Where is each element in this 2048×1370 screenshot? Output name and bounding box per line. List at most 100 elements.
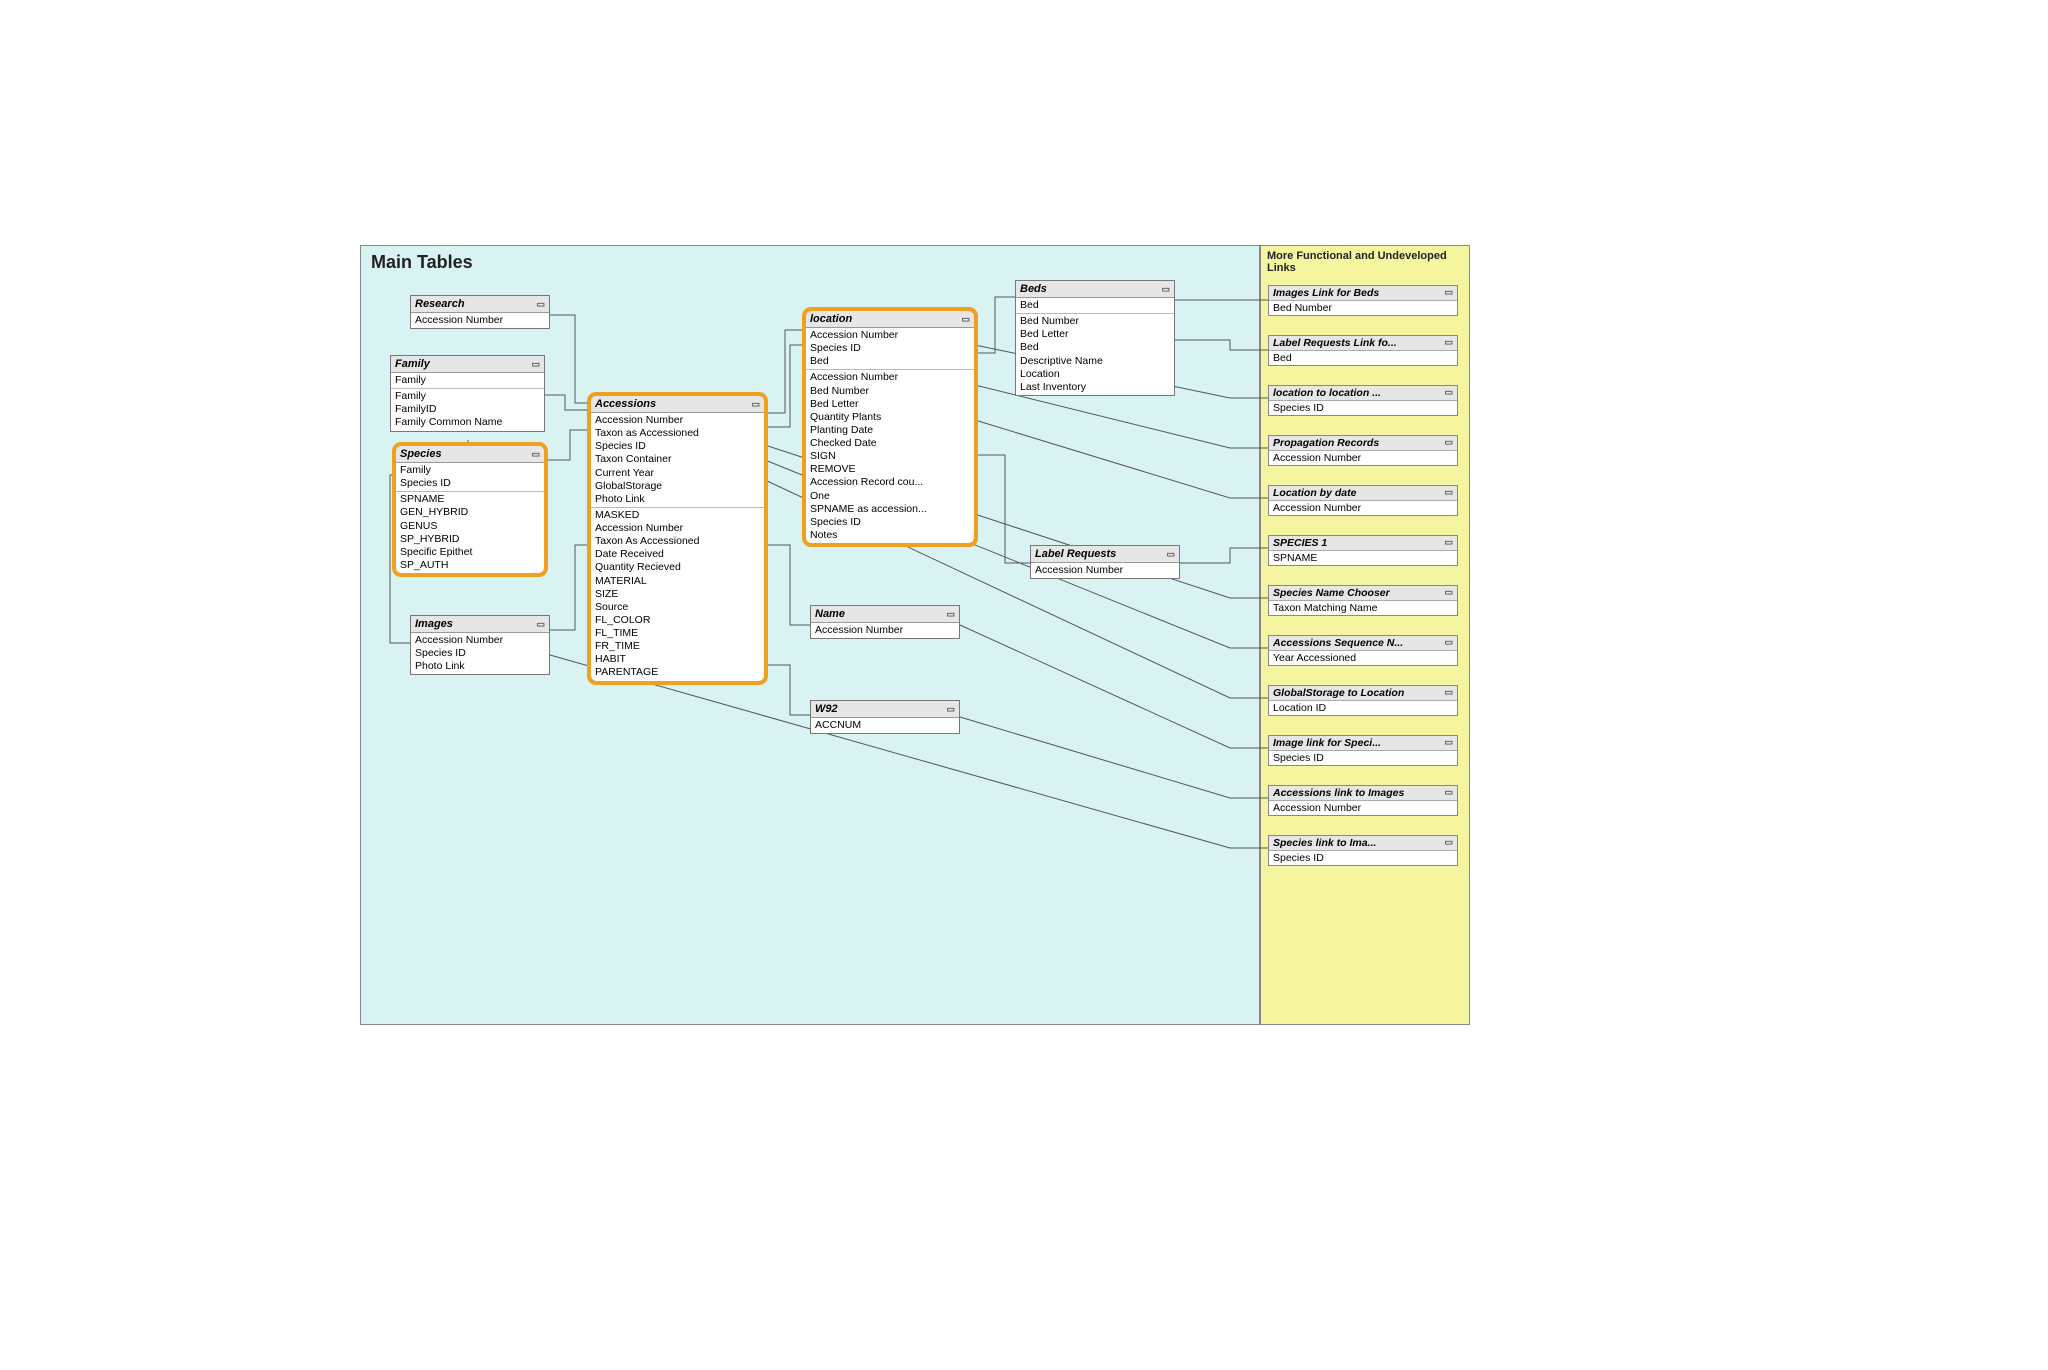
aux-link-field[interactable]: Bed — [1269, 351, 1457, 365]
aux-link-header[interactable]: location to location ...▭ — [1269, 386, 1457, 401]
collapse-icon[interactable]: ▭ — [1444, 437, 1453, 449]
table-field[interactable]: Taxon Container — [591, 453, 764, 466]
table-field[interactable]: Accession Number — [591, 522, 764, 535]
table-field[interactable]: Bed — [1016, 341, 1174, 354]
aux-link-header[interactable]: SPECIES 1▭ — [1269, 536, 1457, 551]
collapse-icon[interactable]: ▭ — [946, 609, 955, 620]
collapse-icon[interactable]: ▭ — [531, 359, 540, 370]
aux-link-field[interactable]: Year Accessioned — [1269, 651, 1457, 665]
aux-link-4[interactable]: Location by date▭Accession Number — [1268, 485, 1458, 516]
table-field[interactable]: Accession Number — [1031, 564, 1179, 577]
table-field[interactable]: PARENTAGE — [591, 666, 764, 679]
collapse-icon[interactable]: ▭ — [1444, 287, 1453, 299]
table-field[interactable]: MASKED — [591, 509, 764, 522]
table-w92[interactable]: W92▭ACCNUM — [810, 700, 960, 734]
aux-link-10[interactable]: Accessions link to Images▭Accession Numb… — [1268, 785, 1458, 816]
aux-link-header[interactable]: GlobalStorage to Location▭ — [1269, 686, 1457, 701]
table-field[interactable]: Checked Date — [806, 437, 974, 450]
aux-link-11[interactable]: Species link to Ima...▭Species ID — [1268, 835, 1458, 866]
table-field[interactable]: Photo Link — [411, 660, 549, 673]
table-header[interactable]: Species▭ — [396, 446, 544, 463]
collapse-icon[interactable]: ▭ — [961, 314, 970, 325]
table-field[interactable]: Current Year — [591, 467, 764, 480]
table-field[interactable]: Photo Link — [591, 493, 764, 506]
aux-link-field[interactable]: Accession Number — [1269, 451, 1457, 465]
aux-link-field[interactable]: Taxon Matching Name — [1269, 601, 1457, 615]
collapse-icon[interactable]: ▭ — [1444, 837, 1453, 849]
table-field[interactable]: Accession Number — [811, 624, 959, 637]
table-field[interactable]: Taxon as Accessioned — [591, 427, 764, 440]
table-research[interactable]: Research▭Accession Number — [410, 295, 550, 329]
collapse-icon[interactable]: ▭ — [1444, 387, 1453, 399]
table-field[interactable]: Accession Record cou... — [806, 476, 974, 489]
collapse-icon[interactable]: ▭ — [751, 399, 760, 410]
table-field[interactable]: Species ID — [806, 516, 974, 529]
table-field[interactable]: Last Inventory — [1016, 381, 1174, 394]
collapse-icon[interactable]: ▭ — [1161, 284, 1170, 295]
aux-link-header[interactable]: Label Requests Link fo...▭ — [1269, 336, 1457, 351]
aux-link-field[interactable]: Species ID — [1269, 851, 1457, 865]
aux-link-field[interactable]: SPNAME — [1269, 551, 1457, 565]
aux-link-field[interactable]: Location ID — [1269, 701, 1457, 715]
table-field[interactable]: Bed — [806, 355, 974, 368]
collapse-icon[interactable]: ▭ — [531, 449, 540, 460]
table-field[interactable]: Specific Epithet — [396, 546, 544, 559]
aux-link-field[interactable]: Species ID — [1269, 751, 1457, 765]
aux-link-1[interactable]: Label Requests Link fo...▭Bed — [1268, 335, 1458, 366]
table-header[interactable]: Images▭ — [411, 616, 549, 633]
table-field[interactable]: Bed Letter — [1016, 328, 1174, 341]
collapse-icon[interactable]: ▭ — [1444, 587, 1453, 599]
collapse-icon[interactable]: ▭ — [1444, 537, 1453, 549]
collapse-icon[interactable]: ▭ — [1444, 687, 1453, 699]
table-field[interactable]: Location — [1016, 368, 1174, 381]
table-accessions[interactable]: Accessions▭Accession NumberTaxon as Acce… — [590, 395, 765, 682]
table-header[interactable]: Beds▭ — [1016, 281, 1174, 298]
collapse-icon[interactable]: ▭ — [1444, 337, 1453, 349]
table-field[interactable]: FamilyID — [391, 403, 544, 416]
table-field[interactable]: Descriptive Name — [1016, 355, 1174, 368]
table-header[interactable]: Label Requests▭ — [1031, 546, 1179, 563]
aux-link-header[interactable]: Image link for Speci...▭ — [1269, 736, 1457, 751]
table-field[interactable]: Accession Number — [411, 634, 549, 647]
table-field[interactable]: FL_TIME — [591, 627, 764, 640]
table-field[interactable]: Family Common Name — [391, 416, 544, 429]
table-field[interactable]: SP_HYBRID — [396, 533, 544, 546]
table-field[interactable]: SPNAME as accession... — [806, 503, 974, 516]
table-field[interactable]: Species ID — [396, 477, 544, 490]
table-beds[interactable]: Beds▭BedBed NumberBed LetterBedDescripti… — [1015, 280, 1175, 396]
table-field[interactable]: SPNAME — [396, 493, 544, 506]
table-field[interactable]: Bed — [1016, 299, 1174, 312]
aux-link-header[interactable]: Images Link for Beds▭ — [1269, 286, 1457, 301]
aux-link-header[interactable]: Accessions Sequence N...▭ — [1269, 636, 1457, 651]
table-field[interactable]: One — [806, 490, 974, 503]
collapse-icon[interactable]: ▭ — [1444, 487, 1453, 499]
table-family[interactable]: Family▭FamilyFamilyFamilyIDFamily Common… — [390, 355, 545, 432]
table-field[interactable]: ACCNUM — [811, 719, 959, 732]
table-field[interactable]: Accession Number — [806, 329, 974, 342]
table-field[interactable]: Quantity Plants — [806, 411, 974, 424]
table-field[interactable]: FL_COLOR — [591, 614, 764, 627]
table-field[interactable]: Taxon As Accessioned — [591, 535, 764, 548]
aux-link-header[interactable]: Species Name Chooser▭ — [1269, 586, 1457, 601]
table-location[interactable]: location▭Accession Number Species ID Bed Ac… — [805, 310, 975, 544]
table-field[interactable]: Family — [391, 374, 544, 387]
table-field[interactable]: Species ID — [591, 440, 764, 453]
aux-link-header[interactable]: Accessions link to Images▭ — [1269, 786, 1457, 801]
aux-link-2[interactable]: location to location ...▭Species ID — [1268, 385, 1458, 416]
table-field[interactable]: Planting Date — [806, 424, 974, 437]
aux-link-header[interactable]: Species link to Ima...▭ — [1269, 836, 1457, 851]
table-field[interactable]: Date Received — [591, 548, 764, 561]
aux-link-0[interactable]: Images Link for Beds▭Bed Number — [1268, 285, 1458, 316]
table-field[interactable]: Bed Number — [806, 385, 974, 398]
table-field[interactable]: Accession Number — [411, 314, 549, 327]
table-field[interactable]: SP_AUTH — [396, 559, 544, 572]
aux-link-field[interactable]: Species ID — [1269, 401, 1457, 415]
table-field[interactable]: Accession Number — [591, 414, 764, 427]
aux-link-field[interactable]: Accession Number — [1269, 801, 1457, 815]
table-field[interactable]: Family — [396, 464, 544, 477]
aux-link-9[interactable]: Image link for Speci...▭Species ID — [1268, 735, 1458, 766]
aux-link-field[interactable]: Bed Number — [1269, 301, 1457, 315]
aux-link-header[interactable]: Location by date▭ — [1269, 486, 1457, 501]
collapse-icon[interactable]: ▭ — [536, 299, 545, 310]
table-header[interactable]: location▭ — [806, 311, 974, 328]
